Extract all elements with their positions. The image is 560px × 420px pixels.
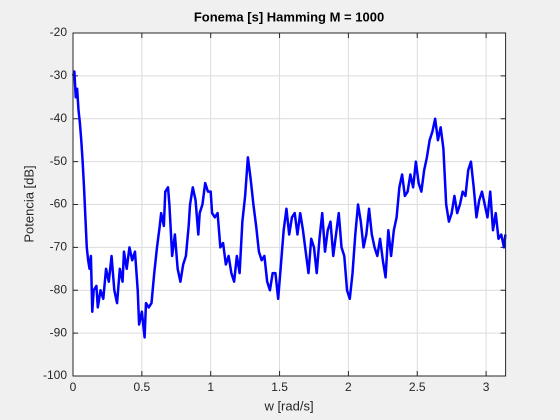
x-tick-label: 0: [70, 380, 77, 394]
x-tick-label: 1: [207, 380, 214, 394]
y-tick-label: -30: [50, 68, 68, 82]
y-tick-label: -60: [50, 197, 68, 211]
x-tick-label: 0.5: [134, 380, 151, 394]
y-axis-label: Potencia [dB]: [21, 165, 36, 242]
y-tick-label: -40: [50, 111, 68, 125]
y-tick-label: -80: [50, 282, 68, 296]
x-tick-label: 1.5: [271, 380, 288, 394]
x-tick-label: 2: [345, 380, 352, 394]
x-tick-label: 3: [483, 380, 490, 394]
chart-title: Fonema [s] Hamming M = 1000: [194, 9, 384, 24]
y-tick-label: -100: [43, 368, 67, 382]
axes-box: [72, 32, 507, 377]
y-tick-label: -70: [50, 240, 68, 254]
y-tick-label: -90: [50, 325, 68, 339]
x-axis-label: w [rad/s]: [263, 398, 313, 413]
y-tick-label: -50: [50, 154, 68, 168]
x-tick-label: 2.5: [409, 380, 426, 394]
y-tick-label: -20: [50, 25, 68, 39]
data-line: [71, 70, 507, 339]
